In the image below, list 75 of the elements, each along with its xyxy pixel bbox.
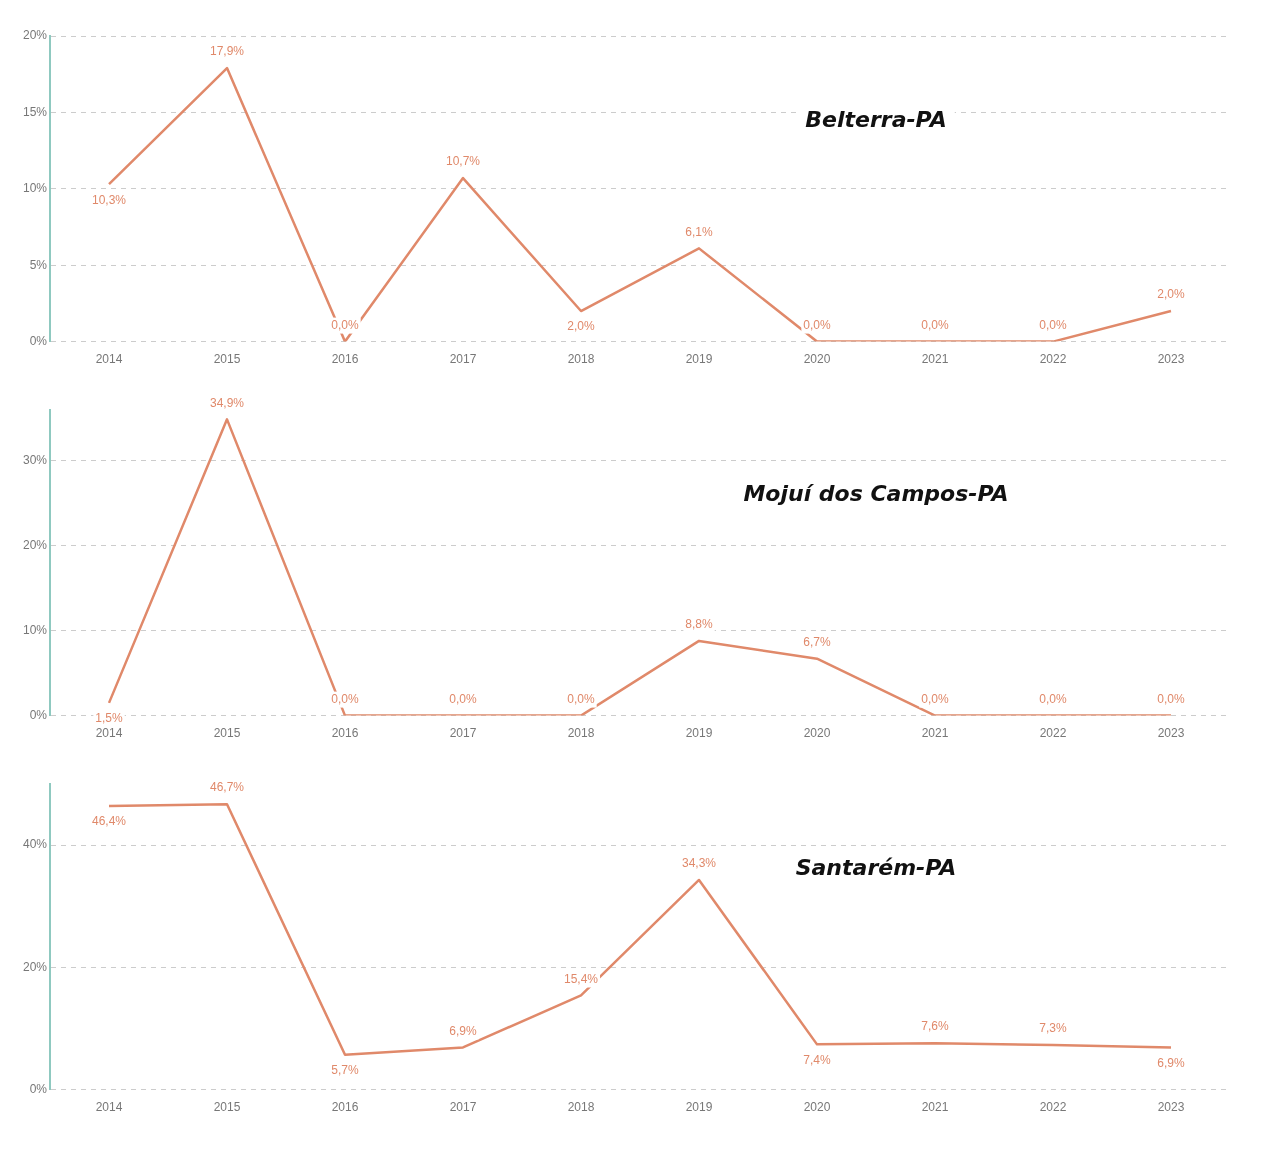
x-tick-label: 2014 — [95, 726, 123, 741]
data-label: 6,9% — [1157, 1055, 1185, 1070]
data-label: 46,7% — [210, 780, 245, 795]
x-tick-label: 2018 — [567, 352, 595, 367]
data-label: 10,7% — [446, 154, 481, 169]
y-tick-label: 15% — [22, 104, 48, 119]
data-label: 0,0% — [331, 691, 360, 706]
x-tick-label: 2019 — [685, 1100, 713, 1115]
text: Santarém-PA — [795, 855, 957, 881]
data-label: 0,0% — [1039, 317, 1067, 332]
x-tick-label: 2014 — [95, 1100, 123, 1115]
data-label: 6,7% — [803, 635, 832, 650]
y-tick-label: 10% — [22, 623, 48, 638]
x-tick-label: 2015 — [213, 1100, 241, 1115]
y-tick-label: 10% — [22, 181, 48, 196]
x-tick-label: 2022 — [1039, 726, 1067, 741]
y-tick-label: 30% — [22, 453, 48, 468]
data-label: 7,4% — [803, 1052, 832, 1067]
x-tick-label: 2015 — [213, 352, 241, 367]
y-tick-label: 20% — [22, 28, 48, 43]
data-label: 0,0% — [1039, 691, 1067, 706]
data-label: 34,9% — [210, 395, 245, 410]
x-tick-label: 2022 — [1039, 352, 1067, 367]
y-tick-label: 0% — [29, 707, 48, 722]
y-tick-label: 0% — [29, 333, 48, 348]
data-label: 0,0% — [331, 317, 360, 332]
x-tick-label: 2021 — [921, 352, 949, 367]
x-tick-label: 2014 — [95, 352, 123, 367]
data-label: 1,5% — [95, 711, 124, 726]
data-label: 2,0% — [567, 319, 596, 334]
y-tick-label: 20% — [22, 959, 48, 974]
y-tick-label: 40% — [22, 837, 48, 852]
x-tick-label: 2016 — [331, 1100, 359, 1115]
data-label: 8,8% — [685, 617, 714, 632]
x-tick-label: 2021 — [921, 726, 949, 741]
text: Mojuí dos Campos-PA — [743, 481, 1009, 507]
x-tick-label: 2020 — [803, 1100, 831, 1115]
data-label: 7,3% — [1039, 1021, 1067, 1036]
y-tick-label: 20% — [22, 538, 48, 553]
data-label: 17,9% — [210, 44, 245, 59]
data-label: 6,9% — [449, 1023, 478, 1038]
data-label: 15,4% — [563, 971, 599, 986]
data-label: 0,0% — [921, 691, 950, 706]
data-label: 7,6% — [921, 1019, 950, 1034]
x-tick-label: 2016 — [331, 726, 359, 741]
x-tick-label: 2021 — [921, 1100, 949, 1115]
x-tick-label: 2018 — [567, 1100, 595, 1115]
x-tick-label: 2022 — [1039, 1100, 1067, 1115]
text: Belterra-PA — [805, 107, 947, 133]
data-label: 2,0% — [1157, 287, 1185, 302]
x-tick-label: 2017 — [449, 352, 477, 367]
x-tick-label: 2015 — [213, 726, 241, 741]
x-tick-label: 2023 — [1157, 352, 1185, 367]
x-tick-label: 2020 — [803, 726, 831, 741]
data-label: 0,0% — [1157, 691, 1185, 706]
y-tick-label: 5% — [29, 257, 48, 272]
data-label: 0,0% — [921, 317, 950, 332]
data-label: 34,3% — [681, 856, 717, 871]
x-tick-label: 2017 — [449, 726, 477, 741]
x-tick-label: 2019 — [685, 726, 713, 741]
data-label: 0,0% — [803, 317, 832, 332]
data-label: 5,7% — [331, 1063, 360, 1078]
data-label: 0,0% — [449, 691, 478, 706]
x-tick-label: 2019 — [685, 352, 713, 367]
x-tick-label: 2020 — [803, 352, 831, 367]
data-label: 10,3% — [92, 192, 127, 207]
data-label: 46,4% — [92, 814, 127, 829]
x-tick-label: 2016 — [331, 352, 359, 367]
x-tick-label: 2017 — [449, 1100, 477, 1115]
x-tick-label: 2018 — [567, 726, 595, 741]
data-label: 6,1% — [685, 224, 714, 239]
x-tick-label: 2023 — [1157, 726, 1185, 741]
y-tick-label: 0% — [29, 1081, 48, 1096]
x-tick-label: 2023 — [1157, 1100, 1185, 1115]
data-label: 0,0% — [567, 691, 596, 706]
